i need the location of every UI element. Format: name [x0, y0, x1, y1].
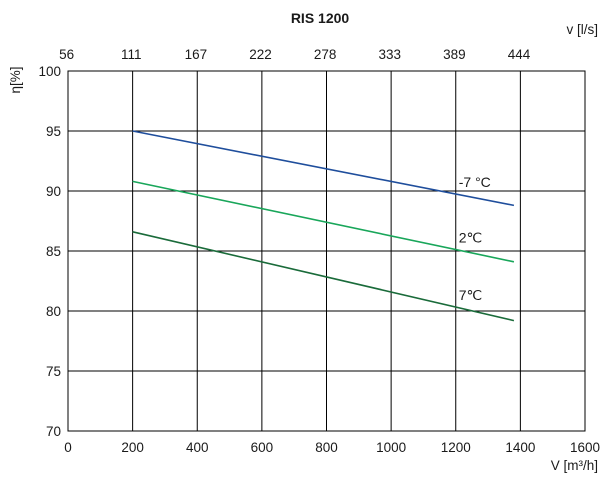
y-tick-label: 95 — [46, 124, 61, 139]
x-tick-label: 800 — [315, 440, 338, 455]
secondary-x-tick-label: 167 — [185, 47, 208, 62]
x-tick-label: 1000 — [376, 440, 406, 455]
series-label: 2℃ — [459, 230, 483, 246]
series-label: 7℃ — [459, 287, 483, 303]
secondary-x-tick-label: 278 — [314, 47, 337, 62]
secondary-x-tick-label: 111 — [121, 47, 142, 62]
series-line — [132, 180, 515, 263]
x-tick-label: 0 — [64, 440, 72, 455]
secondary-x-axis-label: v [l/s] — [566, 22, 598, 37]
x-tick-label: 1200 — [441, 440, 471, 455]
series-labels: -7 °C 2℃ 7℃ — [459, 174, 491, 303]
secondary-x-tick-labels: 56 111 167 222 278 333 389 444 — [59, 47, 531, 62]
x-tick-label: 400 — [186, 440, 209, 455]
secondary-x-tick-label: 56 — [59, 47, 74, 62]
y-axis-label: η[%] — [8, 66, 23, 93]
plot-frame — [67, 70, 586, 432]
x-tick-label: 600 — [251, 440, 274, 455]
y-tick-label: 75 — [46, 364, 61, 379]
series-label: -7 °C — [459, 174, 491, 190]
y-tick-label: 80 — [46, 304, 61, 319]
secondary-x-tick-label: 389 — [443, 47, 466, 62]
series-line — [132, 130, 515, 207]
x-tick-labels: 0 200 400 600 800 1000 1200 1400 1600 — [64, 440, 600, 455]
chart-title: RIS 1200 — [291, 10, 350, 26]
secondary-x-tick-label: 333 — [378, 47, 401, 62]
x-tick-label: 200 — [121, 440, 144, 455]
y-tick-label: 85 — [46, 244, 61, 259]
grid — [68, 71, 585, 431]
y-tick-label: 100 — [38, 64, 61, 79]
x-tick-label: 1600 — [570, 440, 600, 455]
x-axis-label: V [m³/h] — [551, 458, 598, 473]
series-line — [132, 231, 515, 322]
y-tick-label: 90 — [46, 184, 61, 199]
secondary-x-tick-label: 444 — [508, 47, 531, 62]
y-tick-labels: 70 75 80 85 90 95 100 — [38, 64, 61, 439]
x-tick-label: 1400 — [505, 440, 535, 455]
series-lines — [132, 130, 515, 322]
y-tick-label: 70 — [46, 424, 61, 439]
secondary-x-tick-label: 222 — [249, 47, 272, 62]
